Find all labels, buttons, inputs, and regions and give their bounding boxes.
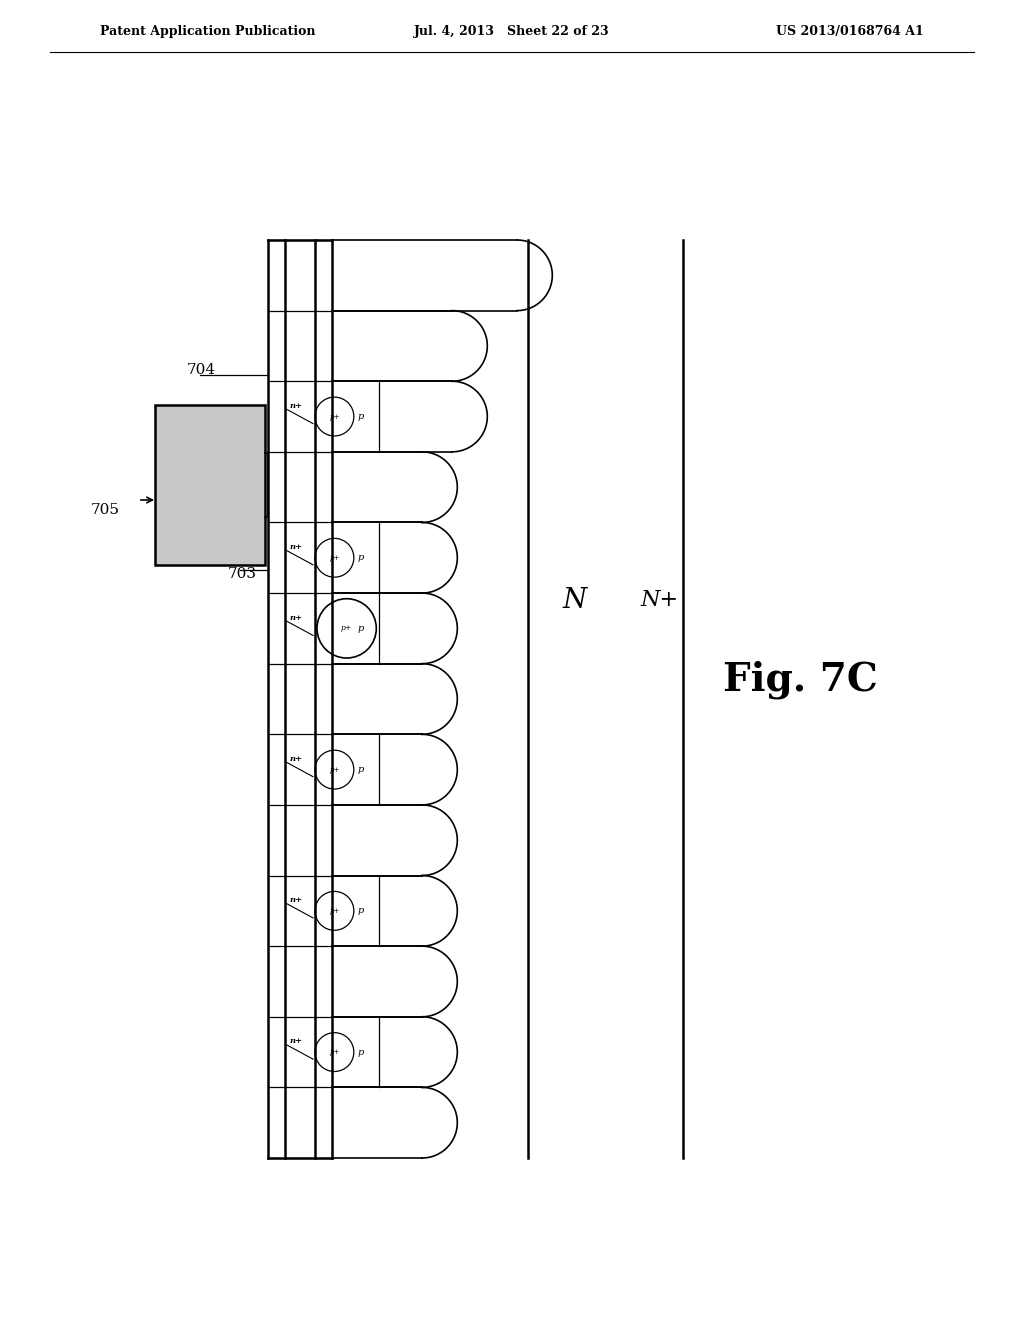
Text: n+: n+ (290, 543, 302, 552)
Text: p+: p+ (330, 554, 340, 562)
Text: Fig. 7C: Fig. 7C (723, 661, 878, 700)
Text: p+: p+ (330, 413, 340, 421)
Text: n+: n+ (290, 896, 302, 904)
Text: p+: p+ (341, 624, 352, 632)
Text: US 2013/0168764 A1: US 2013/0168764 A1 (776, 25, 924, 38)
Text: n+: n+ (290, 614, 302, 622)
Text: Jul. 4, 2013   Sheet 22 of 23: Jul. 4, 2013 Sheet 22 of 23 (414, 25, 610, 38)
Text: n+: n+ (290, 403, 302, 411)
Text: 703: 703 (228, 568, 257, 581)
Text: Patent Application Publication: Patent Application Publication (100, 25, 315, 38)
Text: n+: n+ (290, 1038, 302, 1045)
Text: p: p (357, 412, 364, 421)
Text: p: p (357, 553, 364, 562)
Text: n+: n+ (290, 755, 302, 763)
Text: N+: N+ (641, 589, 679, 611)
Text: p: p (357, 907, 364, 915)
Text: N: N (563, 586, 587, 614)
Text: p+: p+ (330, 1048, 340, 1056)
Text: p: p (357, 766, 364, 774)
Text: p: p (357, 1048, 364, 1056)
Text: 704: 704 (187, 363, 216, 378)
Text: p+: p+ (330, 766, 340, 774)
Bar (155, 405, 265, 565)
Text: p: p (357, 624, 364, 632)
Text: 705: 705 (91, 503, 120, 517)
Text: p+: p+ (330, 907, 340, 915)
